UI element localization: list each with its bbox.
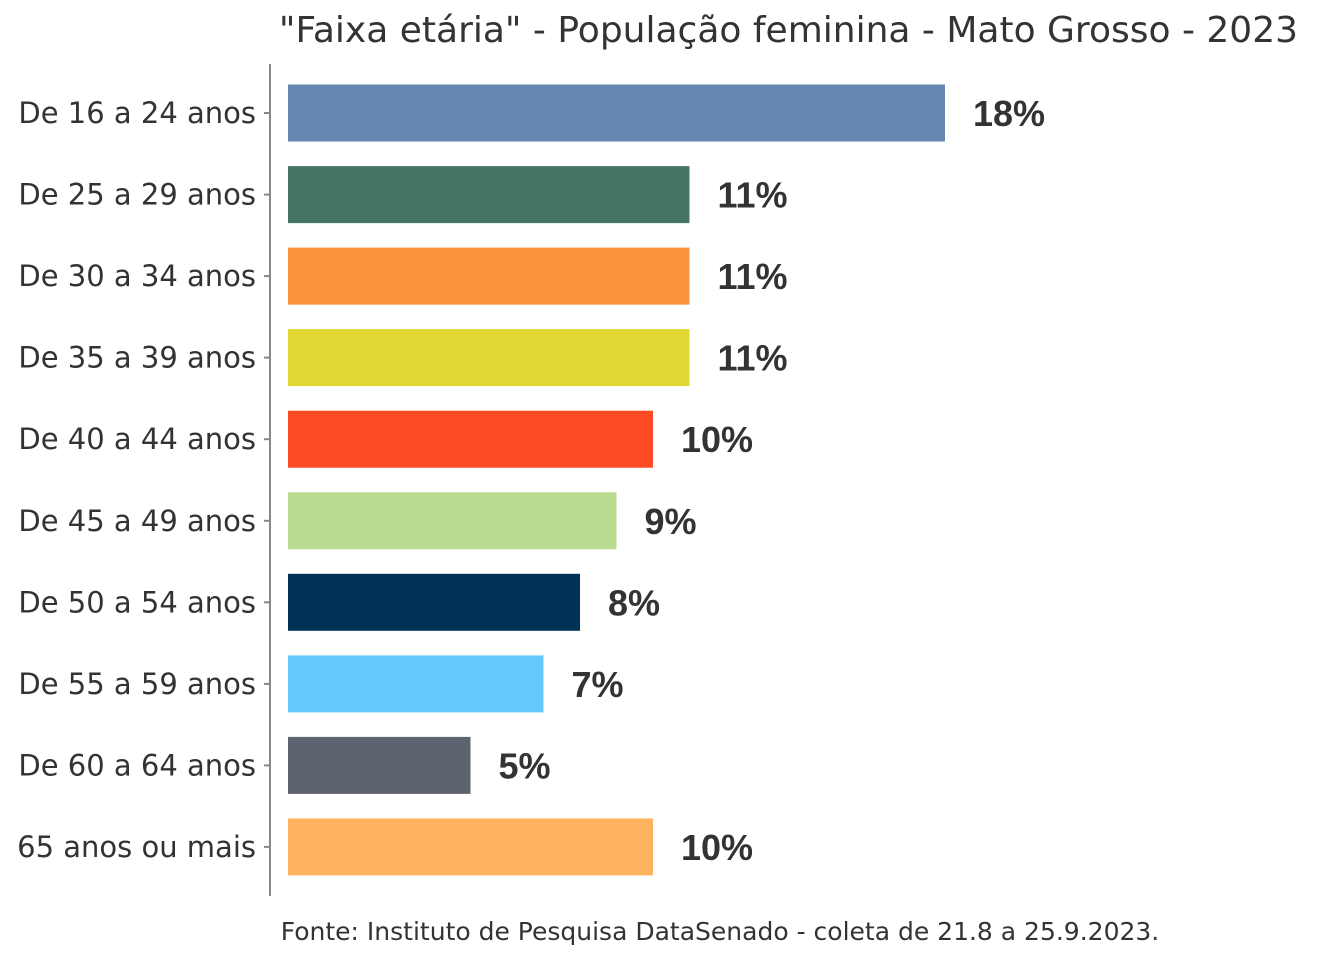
value-label: 18% <box>973 93 1045 134</box>
category-label: De 35 a 39 anos <box>18 341 256 375</box>
category-label: De 60 a 64 anos <box>18 748 256 782</box>
value-label: 11% <box>718 256 788 297</box>
category-labels: De 16 a 24 anos De 25 a 29 anos De 30 a 34… <box>17 96 256 864</box>
category-label: De 40 a 44 anos <box>18 422 256 456</box>
bar-group <box>288 84 945 876</box>
value-label: 10% <box>681 827 753 868</box>
bar <box>288 573 580 631</box>
category-label: De 50 a 54 anos <box>18 585 256 619</box>
chart-caption: Fonte: Instituto de Pesquisa DataSenado … <box>281 917 1159 946</box>
bar <box>288 166 690 224</box>
chart-title: "Faixa etária" - População feminina - Ma… <box>279 10 1298 51</box>
category-label: De 16 a 24 anos <box>18 96 256 130</box>
category-label: 65 anos ou mais <box>17 830 256 864</box>
bar <box>288 410 653 468</box>
bar <box>288 492 617 550</box>
category-label: De 55 a 59 anos <box>18 667 256 701</box>
bar <box>288 818 653 876</box>
bar <box>288 736 471 794</box>
value-label: 8% <box>608 582 660 623</box>
bar <box>288 84 945 142</box>
value-label: 11% <box>718 175 788 216</box>
category-label: De 30 a 34 anos <box>18 259 256 293</box>
value-label: 10% <box>681 419 753 460</box>
value-label: 9% <box>645 501 697 542</box>
value-label: 11% <box>718 338 788 379</box>
category-label: De 25 a 29 anos <box>18 178 256 212</box>
category-label: De 45 a 49 anos <box>18 504 256 538</box>
bar <box>288 329 690 387</box>
bar <box>288 655 544 713</box>
bar <box>288 247 690 305</box>
value-label: 5% <box>499 745 551 786</box>
value-labels: 18% 11% 11% 11% 10% 9% 8% 7% 5% 10% <box>499 93 1046 868</box>
value-label: 7% <box>572 664 624 705</box>
y-axis-ticks <box>264 112 270 848</box>
